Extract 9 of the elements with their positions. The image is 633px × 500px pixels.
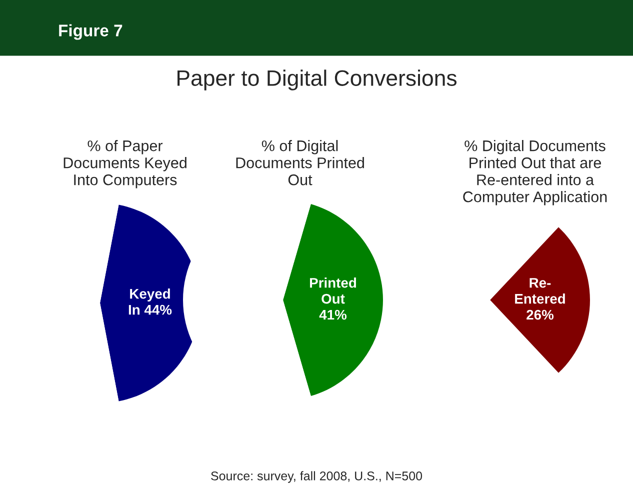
slice-label: Re- Entered 26%	[515, 278, 565, 320]
slice-label: Keyed In 44%	[128, 288, 172, 315]
chart-title: % of Paper Documents Keyed Into Computers	[64, 140, 186, 188]
chart-title: % Digital Documents Printed Out that are Re-entered into a Computer Application	[463, 140, 607, 206]
caption: Figure 7	[59, 24, 122, 40]
chart-title: % of Digital Documents Printed Out	[236, 140, 364, 186]
text: Paper to Digital Conversions	[178, 70, 457, 90]
slice-label: Printed Out 41%	[310, 278, 356, 320]
source-note: Source: survey, fall 2008, U.S., N=500	[211, 471, 422, 483]
